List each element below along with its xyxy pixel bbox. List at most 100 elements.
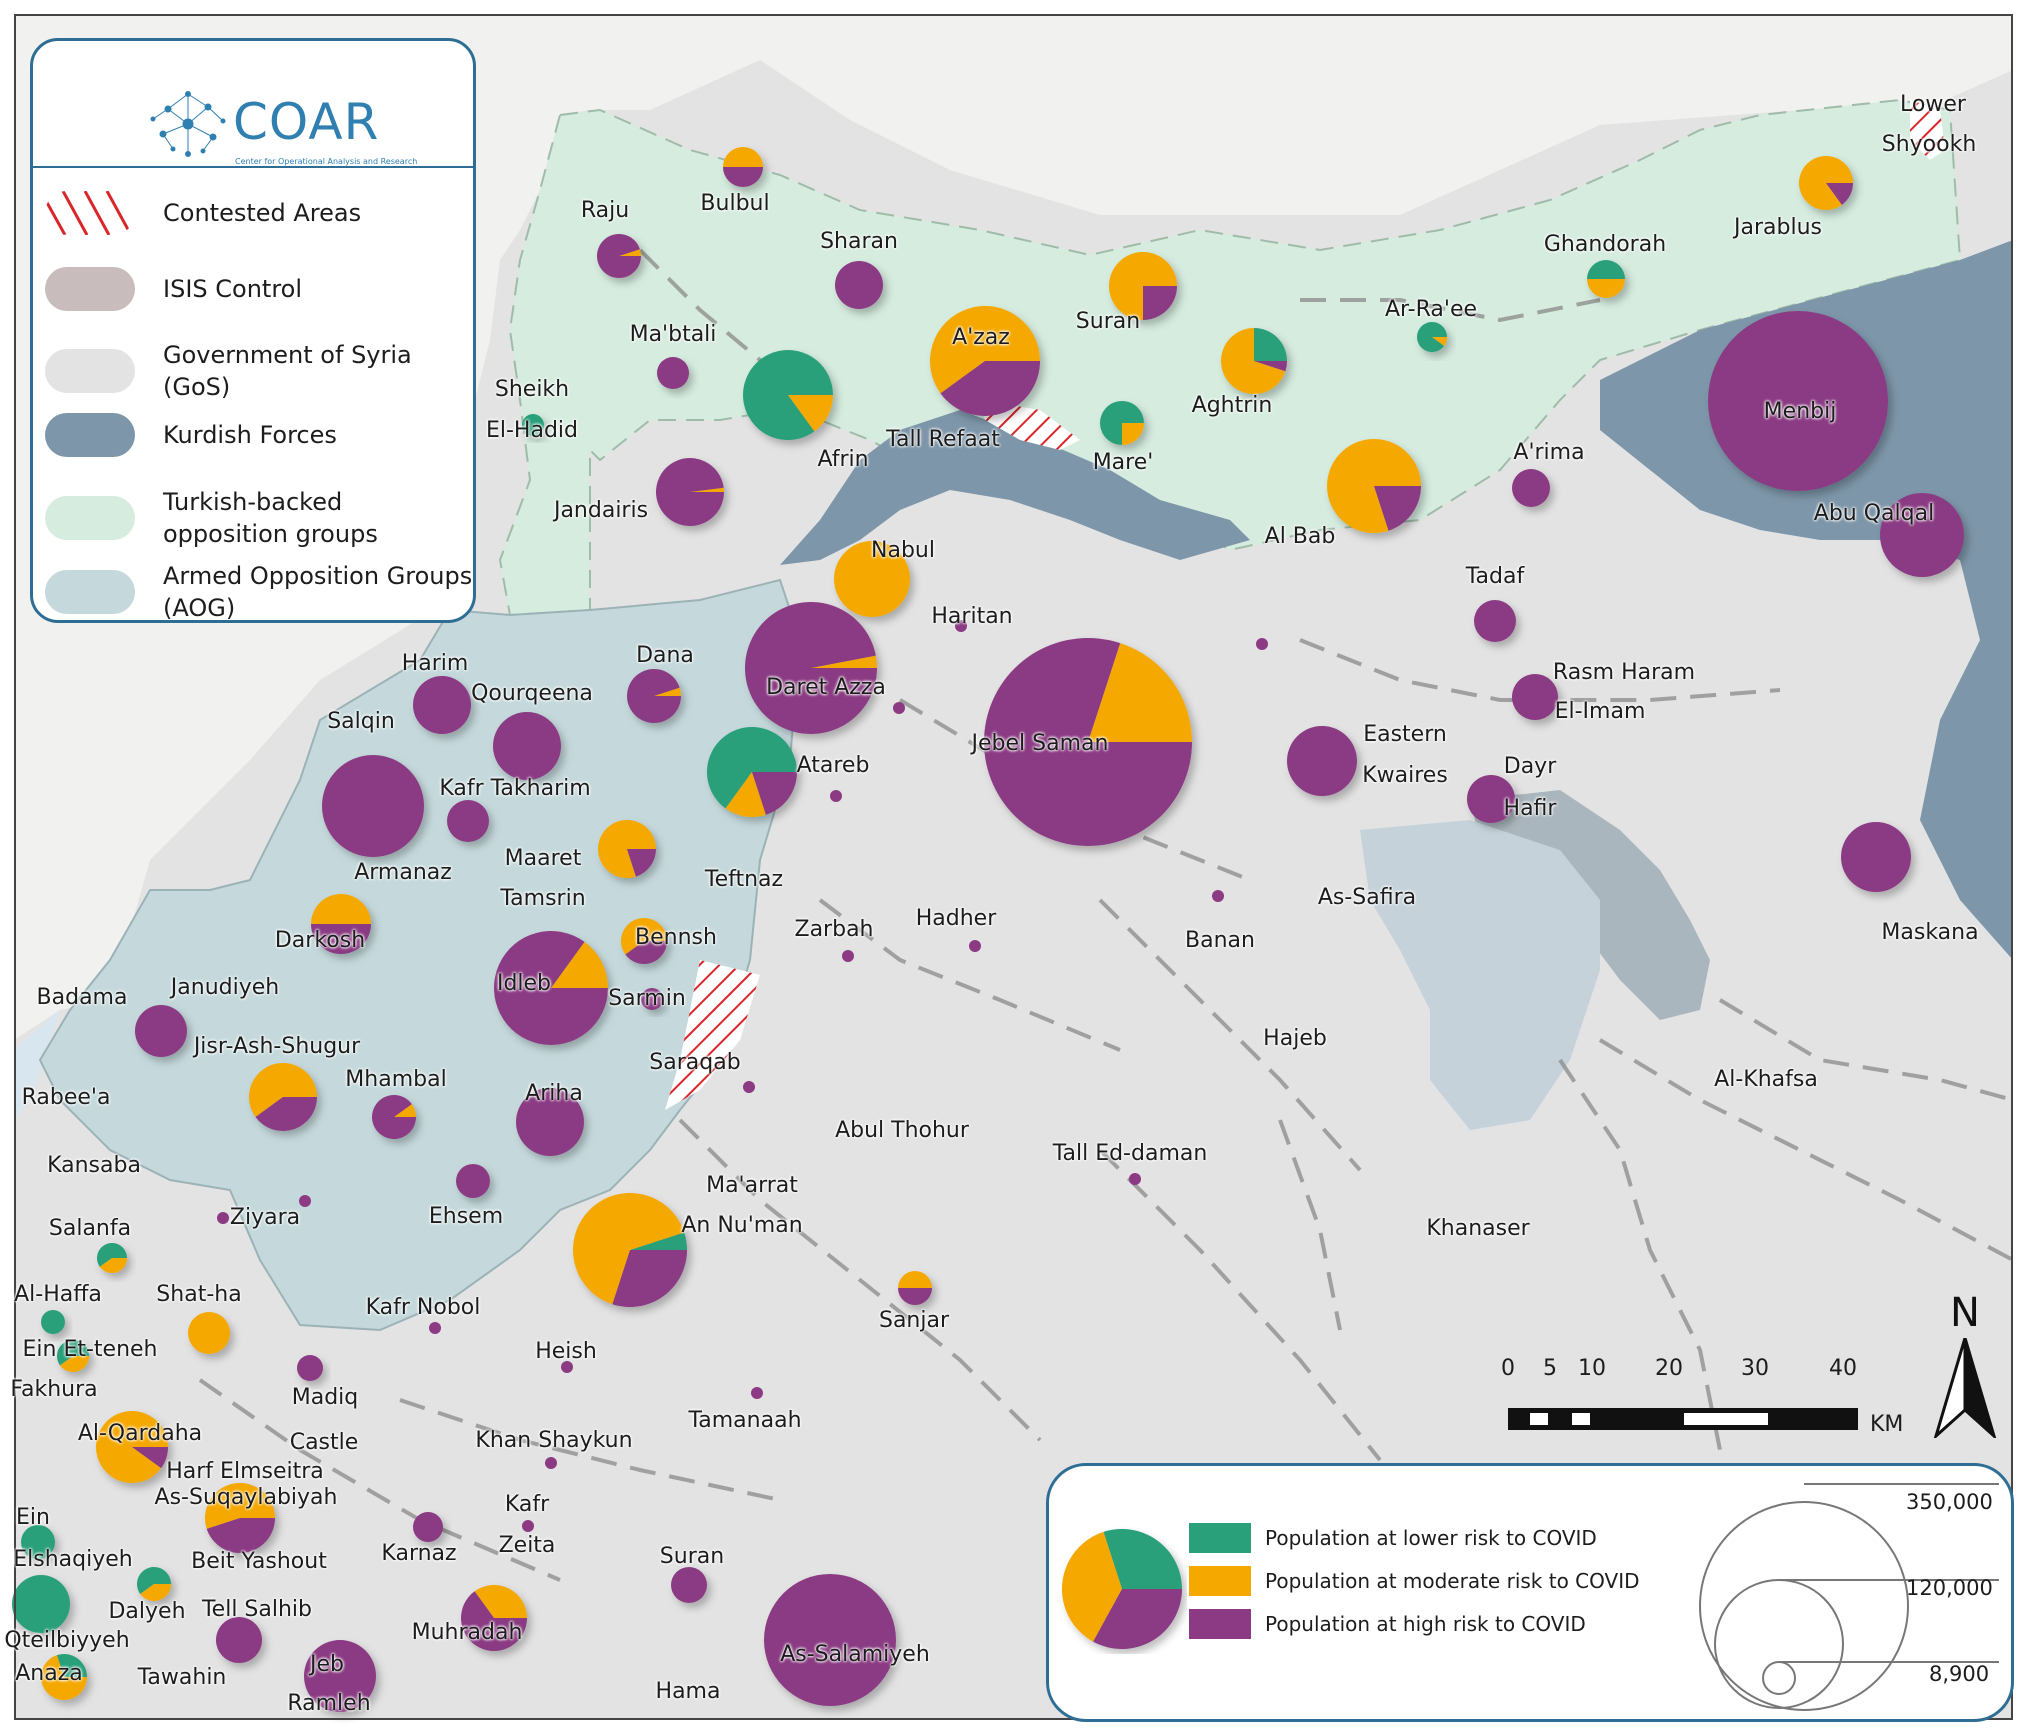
- pie-dana: [626, 669, 681, 724]
- pie-slice: [1467, 775, 1515, 823]
- town-dot: [217, 1212, 229, 1224]
- pie-slice: [1103, 1529, 1182, 1589]
- legend-label: Armed Opposition Groups (AOG): [163, 562, 473, 623]
- pie-slice: [41, 1655, 87, 1700]
- pie-slice: [723, 147, 763, 167]
- pie-slice: [216, 1617, 262, 1663]
- pie-al-haffa: [41, 1310, 65, 1334]
- pie-sanjar: [898, 1271, 932, 1305]
- town-dot: [842, 950, 854, 962]
- place-label: Tamanaah: [688, 1408, 802, 1433]
- contested-tall-refaat: [980, 400, 1080, 450]
- pie-slice: [551, 941, 608, 988]
- place-label: Tall Refaat: [886, 427, 1000, 452]
- swatch: [45, 267, 135, 311]
- place-label: Sheikh: [494, 377, 570, 402]
- place-label: As-Suqaylabiyah: [154, 1485, 338, 1510]
- place-label: Heish: [535, 1339, 597, 1364]
- swatch: [45, 413, 135, 457]
- town-dot: [429, 1322, 441, 1334]
- pie-bulbul: [723, 147, 763, 187]
- pie-slice: [690, 487, 724, 492]
- pie-al-qardaha: [96, 1411, 168, 1484]
- place-label: Jandairis: [553, 498, 649, 523]
- legend-item-turkish-backed: Turkish-backed opposition groups: [45, 486, 423, 551]
- pie-slice: [297, 1355, 323, 1381]
- legend-divider: [33, 166, 473, 168]
- place-label: Tamsrin: [500, 886, 586, 911]
- place-label: Ghandorah: [1543, 232, 1667, 257]
- place-label: Eastern: [1363, 722, 1447, 747]
- pie-slice: [140, 1584, 171, 1601]
- risk-item-moderate: Population at moderate risk to COVID: [1189, 1566, 1640, 1596]
- pie-slice: [707, 727, 797, 809]
- pie-afrin: [743, 349, 834, 440]
- pie-slice: [898, 1288, 932, 1305]
- place-label: Kafr: [504, 1492, 550, 1517]
- place-label: Tawahin: [137, 1665, 227, 1690]
- network-icon: [150, 91, 226, 157]
- place-label: As-Salamiyeh: [780, 1642, 930, 1667]
- pie-maaret-tamsrin: [598, 819, 656, 878]
- size-rings: [1699, 1483, 1999, 1711]
- place-label: Sarmin: [608, 986, 686, 1011]
- pie-slice: [132, 1447, 168, 1469]
- town-dot: [743, 1081, 755, 1093]
- pie-shat-ha: [188, 1312, 230, 1354]
- pie-slice: [929, 306, 1040, 394]
- place-label: Armanaz: [354, 860, 452, 885]
- pie-slice: [1826, 183, 1853, 205]
- swatch: [1189, 1609, 1251, 1639]
- risk-label: Population at lower risk to COVID: [1265, 1526, 1597, 1550]
- pie-legend-example: [1062, 1529, 1182, 1649]
- pie-raju: [597, 234, 641, 279]
- pie-slice: [612, 1250, 687, 1307]
- pie-slice: [764, 1574, 896, 1706]
- pie-slice: [743, 349, 834, 440]
- town-dot: [969, 940, 981, 952]
- swatch: [1189, 1523, 1251, 1553]
- risk-legend: Population at lower risk to COVID Popula…: [1046, 1463, 2014, 1722]
- place-label: Lower: [1900, 92, 1966, 117]
- north-arrow: N: [1930, 1290, 2000, 1440]
- pie-slice: [625, 941, 667, 964]
- pie-dalyeh: [137, 1567, 171, 1601]
- legend-label: ISIS Control: [163, 274, 303, 303]
- pie-slice: [304, 1640, 376, 1712]
- pie-slice: [984, 638, 1192, 846]
- pie-slice: [834, 541, 910, 617]
- legend-label: Contested Areas: [163, 198, 362, 227]
- place-label: Al-Khafsa: [1714, 1067, 1818, 1092]
- place-label: Rasm Haram: [1552, 660, 1696, 685]
- pie-slice: [1254, 328, 1287, 361]
- place-label: Castle: [289, 1430, 359, 1455]
- pie-slice: [60, 1356, 89, 1372]
- risk-item-lower: Population at lower risk to COVID: [1189, 1523, 1597, 1553]
- pie-slice: [1417, 321, 1447, 352]
- place-label: Ziyara: [229, 1205, 301, 1230]
- scale-bar-body: [1508, 1408, 1858, 1430]
- pie-slice: [1587, 279, 1625, 298]
- pie-daret-azza: [745, 601, 877, 734]
- pie-jisr-ash-shugur: [249, 1063, 317, 1132]
- place-label: Fakhura: [10, 1377, 98, 1402]
- logo-text: COAR: [233, 93, 380, 151]
- pie-ma-btali: [657, 357, 689, 389]
- pie-ar-ra-ee: [1417, 321, 1447, 352]
- pie-slice: [657, 357, 689, 389]
- pie-slice: [21, 1525, 55, 1559]
- pie-ehsem: [456, 1164, 490, 1198]
- place-label: Anaza: [15, 1661, 83, 1686]
- town-dot: [1212, 890, 1224, 902]
- risk-example-pie: [1062, 1529, 1182, 1649]
- place-label: Madiq: [291, 1385, 359, 1410]
- pie-janudiyeh: [135, 1005, 187, 1057]
- place-label: Teftnaz: [704, 867, 784, 892]
- pie-slice: [188, 1312, 230, 1354]
- pie-slice: [1841, 822, 1911, 892]
- place-label: Bennsh: [635, 925, 717, 950]
- place-label: Tadaf: [1465, 564, 1525, 589]
- pie-slice: [516, 1088, 584, 1156]
- place-label: Al Bab: [1264, 524, 1336, 549]
